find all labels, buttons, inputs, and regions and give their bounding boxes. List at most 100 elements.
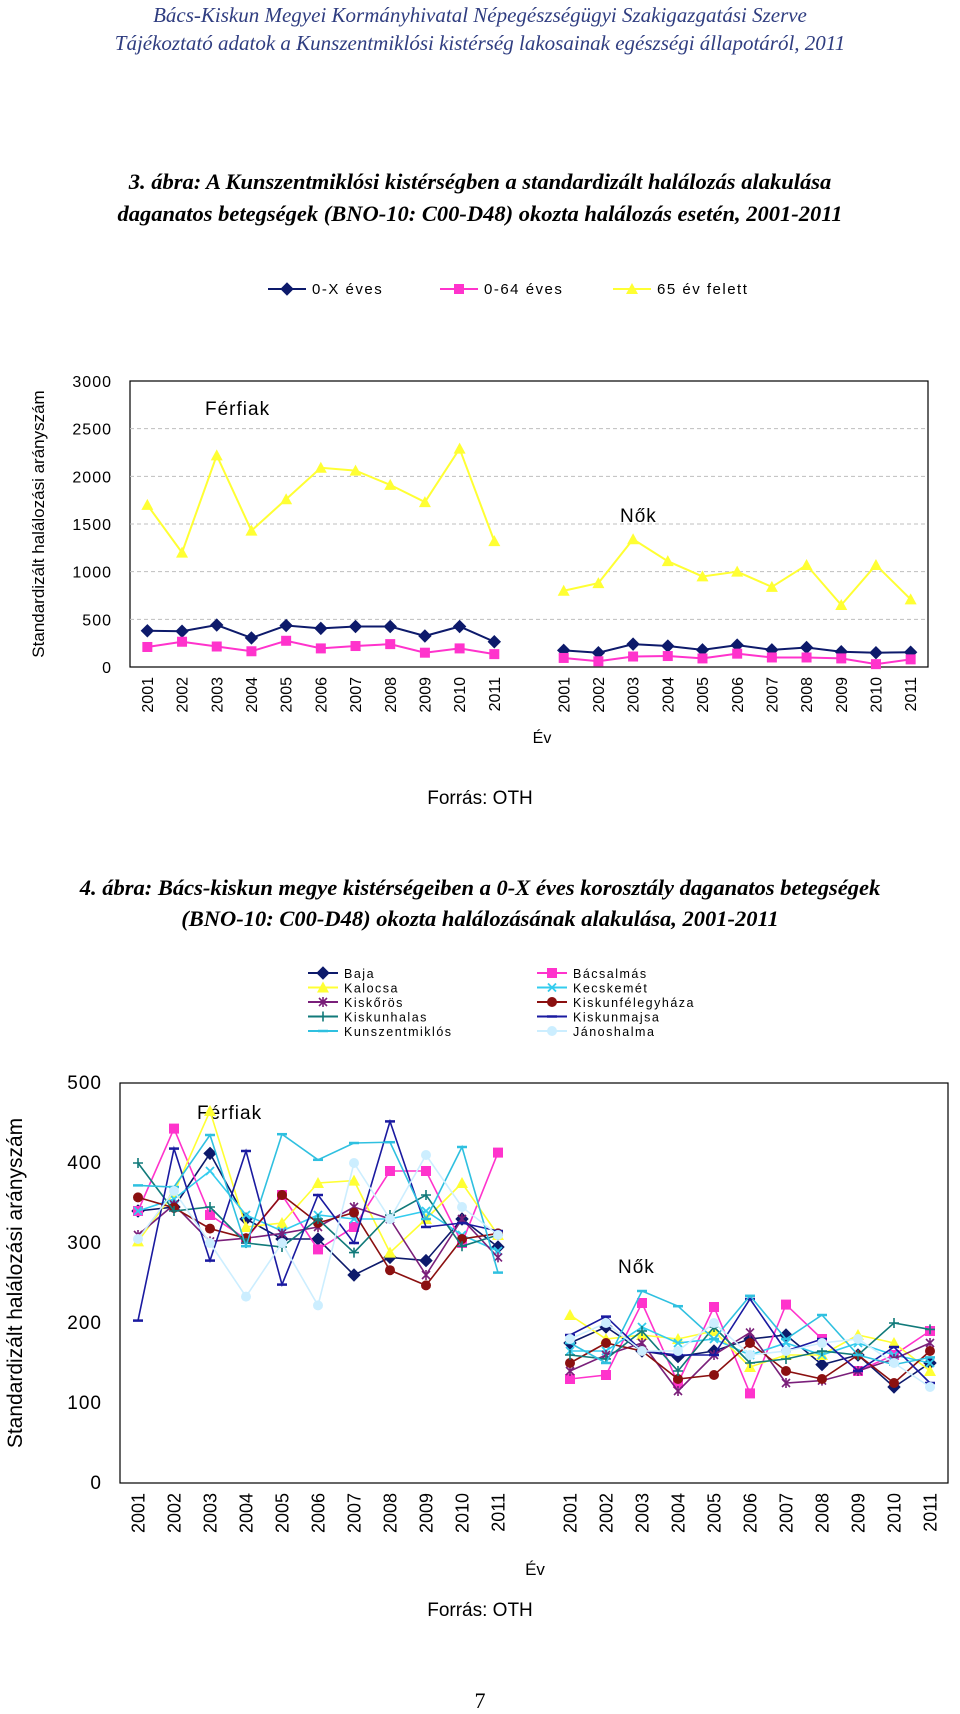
data-point [314, 461, 327, 473]
y-tick-label: 3000 [72, 374, 112, 391]
data-point [673, 1374, 683, 1384]
series-Kunszentmiklós [133, 1132, 935, 1366]
x-tick-label: 2003 [200, 1493, 220, 1533]
data-point [133, 1158, 143, 1168]
legend-entry: Kiskunmajsa [537, 1011, 660, 1025]
data-point [696, 570, 709, 582]
data-point [276, 1217, 288, 1228]
x-tick-label: 2008 [799, 677, 816, 713]
x-tick-label: 2008 [380, 1493, 400, 1533]
data-point [277, 1190, 287, 1200]
legend-marker [626, 283, 638, 294]
data-point [313, 1300, 323, 1311]
data-point [781, 1366, 791, 1376]
data-point [888, 1337, 900, 1348]
data-point [889, 1358, 899, 1368]
data-point [385, 1265, 395, 1276]
x-tick-label: 2011 [920, 1493, 940, 1532]
y-tick-label: 500 [67, 1073, 102, 1094]
data-point [418, 496, 431, 508]
legend-marker [547, 982, 557, 993]
x-tick-label: 2003 [632, 1493, 652, 1533]
y-tick-label: 0 [102, 660, 112, 677]
y-tick-label: 2000 [72, 469, 112, 486]
data-point [637, 1298, 647, 1308]
data-point [673, 1386, 683, 1396]
data-point [488, 535, 501, 547]
data-point [205, 1210, 215, 1220]
x-axis-title: Év [533, 728, 552, 747]
data-point [421, 1150, 431, 1160]
figure3-caption-line2: daganatos betegségek (BNO-10: C00-D48) o… [117, 201, 843, 226]
legend-label: Bácsalmás [573, 967, 648, 981]
data-point [626, 637, 640, 651]
data-point [349, 1247, 359, 1258]
data-point [133, 1192, 143, 1203]
data-point [205, 1166, 215, 1176]
data-point [815, 1357, 829, 1372]
data-point [557, 584, 570, 596]
data-point [211, 641, 222, 652]
group-label: Nők [618, 1257, 655, 1278]
x-tick-label: 2009 [848, 1493, 868, 1533]
figure4-caption-line1: 4. ábra: Bács-kiskun megye kistérségeibe… [79, 875, 881, 900]
data-point [745, 1388, 755, 1399]
data-point [869, 558, 882, 570]
data-point [241, 1291, 251, 1302]
x-tick-label: 2010 [452, 677, 469, 713]
x-tick-label: 2011 [903, 677, 920, 712]
x-tick-label: 2010 [869, 677, 886, 713]
legend-marker [547, 968, 557, 978]
figure4-caption-line2: (BNO-10: C00-D48) okozta halálozásának a… [181, 906, 779, 931]
data-point [421, 1280, 431, 1291]
x-tick-label: 2001 [128, 1493, 148, 1533]
data-point [210, 618, 224, 632]
data-point [925, 1324, 935, 1335]
data-point [800, 558, 813, 570]
legend-entry: Kunszentmiklós [308, 1025, 451, 1039]
document-header-line1: Bács-Kiskun Megyei Kormányhivatal Népegé… [153, 3, 807, 27]
data-point [781, 1346, 791, 1356]
data-point [421, 1270, 431, 1280]
data-point [177, 636, 188, 647]
data-point [904, 593, 917, 605]
x-tick-label: 2006 [740, 1493, 760, 1533]
data-point [766, 652, 777, 663]
data-point [905, 654, 916, 665]
data-point [493, 1230, 503, 1240]
x-tick-label: 2011 [487, 677, 504, 712]
x-tick-label: 2001 [140, 677, 157, 713]
data-point [565, 1374, 575, 1384]
figure3-source: Forrás: OTH [427, 788, 533, 809]
data-point [817, 1374, 827, 1384]
series-65 év felett [141, 442, 917, 611]
legend-marker [317, 981, 329, 993]
legend-entry: Baja [308, 966, 374, 981]
data-point [628, 651, 639, 662]
legend-label: Kiskunhalas [344, 1011, 428, 1025]
data-point [385, 1166, 395, 1176]
data-point [383, 619, 397, 634]
data-point [889, 1378, 899, 1388]
data-point [205, 1223, 215, 1234]
data-point [601, 1338, 611, 1348]
y-tick-label: 200 [67, 1313, 102, 1334]
y-tick-label: 500 [82, 612, 112, 629]
x-tick-label: 2002 [164, 1493, 184, 1533]
x-tick-label: 2008 [812, 1493, 832, 1533]
legend-label: Kiskunmajsa [573, 1011, 660, 1025]
data-point [709, 1302, 719, 1312]
data-point [176, 546, 189, 558]
series-Kiskunmajsa [133, 1118, 935, 1385]
data-point [765, 580, 778, 592]
legend-entry: Kecskemét [537, 982, 647, 996]
data-point [210, 449, 223, 461]
data-point [384, 478, 397, 490]
legend-entry: Jánoshalma [537, 1025, 654, 1039]
x-tick-label: 2005 [704, 1493, 724, 1533]
data-point [558, 652, 569, 663]
data-point [925, 1382, 935, 1392]
data-point [745, 1350, 755, 1360]
data-point [565, 1350, 575, 1360]
x-tick-label: 2007 [344, 1493, 364, 1533]
